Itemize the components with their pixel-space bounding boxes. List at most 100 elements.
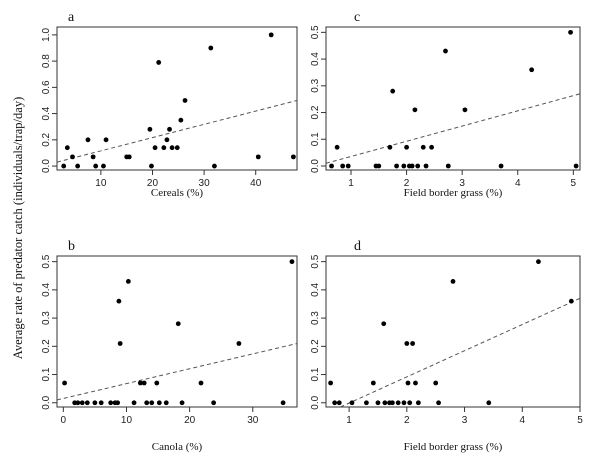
y-tick-label-a-3: 0.6 [41, 80, 52, 94]
panel-c: c 1 2 3 4 5 0.0 0.1 0.2 0.3 0.4 0.5 Field border gra… [310, 10, 581, 199]
x-tick-label-a-20: 20 [147, 178, 159, 189]
data-point-b-0 [62, 380, 67, 386]
y-tick-label-d-5: 0.5 [310, 254, 321, 268]
data-point-b-22 [179, 400, 185, 406]
x-tick-label-b-10: 10 [121, 415, 133, 426]
data-point-b-24 [211, 400, 217, 406]
x-tick-label-d-3: 3 [462, 415, 468, 426]
y-tick-label-d-1: 0.1 [310, 367, 321, 381]
data-point-c-20 [462, 107, 468, 113]
data-point-a-23 [212, 163, 217, 169]
data-point-c-1 [334, 144, 340, 150]
data-point-b-25 [236, 341, 242, 346]
data-point-b-10 [116, 298, 122, 304]
panel-letter-d: d [354, 239, 361, 254]
data-point-c-6 [387, 144, 393, 150]
data-point-c-15 [420, 144, 426, 150]
y-tick-label-a-0: 0.0 [41, 159, 52, 173]
data-point-b-6 [98, 400, 104, 406]
x-tick-label-d-4: 4 [519, 415, 525, 426]
trend-line-c [326, 93, 580, 164]
data-point-b-27 [289, 259, 295, 265]
data-point-a-19 [174, 145, 180, 151]
data-point-a-15 [161, 145, 167, 151]
data-point-d-13 [404, 341, 410, 346]
panel-letter-c: c [354, 10, 360, 25]
data-point-b-21 [175, 321, 181, 327]
plot-frame-c [325, 26, 581, 171]
plot-frame-b [56, 255, 298, 408]
data-point-c-7 [390, 88, 396, 94]
data-point-c-5 [376, 163, 382, 169]
y-tick-label-a-5: 1.0 [41, 27, 52, 41]
x-tick-label-c-2: 2 [404, 178, 410, 189]
panel-b: b 0 10 20 30 0.0 0.1 0.2 0.3 0.4 0.5 Canola (%) [41, 239, 298, 453]
data-point-d-23 [536, 259, 541, 265]
data-point-b-23 [198, 380, 204, 386]
data-point-d-19 [433, 380, 439, 386]
data-point-a-13 [152, 145, 158, 151]
data-point-c-10 [404, 144, 409, 150]
x-tick-label-a-10: 10 [95, 178, 107, 189]
data-point-c-23 [568, 29, 573, 35]
data-point-d-24 [568, 298, 574, 304]
data-point-b-7 [108, 400, 114, 406]
data-point-b-26 [280, 400, 286, 406]
y-tick-label-d-2: 0.2 [310, 339, 321, 353]
data-point-c-2 [340, 163, 346, 169]
data-point-b-19 [156, 400, 162, 406]
data-point-d-10 [389, 400, 395, 406]
data-point-a-6 [93, 163, 99, 169]
data-point-c-8 [394, 163, 399, 169]
data-point-c-18 [443, 48, 448, 54]
data-point-a-16 [164, 137, 170, 143]
y-tick-label-a-1: 0.2 [41, 132, 52, 146]
x-tick-label-d-5: 5 [577, 415, 583, 426]
data-point-a-7 [101, 163, 106, 169]
data-point-d-17 [413, 380, 418, 386]
y-tick-label-c-0: 0.0 [310, 159, 321, 173]
x-axis-label-b: Canola (%) [152, 441, 203, 453]
data-point-a-11 [147, 126, 153, 132]
shared-y-axis-title: Average rate of predator catch (individu… [11, 97, 25, 360]
data-point-a-20 [178, 117, 184, 123]
data-point-d-15 [407, 400, 413, 406]
trend-line-b [57, 343, 297, 401]
data-point-d-4 [364, 400, 369, 406]
data-point-d-14 [405, 380, 411, 386]
y-tick-label-b-5: 0.5 [41, 254, 52, 268]
data-point-a-2 [70, 154, 75, 160]
data-point-b-15 [141, 380, 147, 386]
y-tick-label-c-5: 0.5 [310, 25, 321, 39]
data-point-d-21 [450, 279, 456, 284]
data-point-c-13 [412, 107, 418, 113]
data-point-a-21 [182, 98, 188, 103]
data-point-c-16 [423, 163, 429, 169]
x-tick-label-c-3: 3 [459, 178, 465, 189]
y-tick-label-c-4: 0.4 [310, 52, 321, 66]
data-point-d-22 [486, 400, 492, 406]
y-tick-label-d-3: 0.3 [310, 311, 321, 325]
x-axis-label-a: Cereals (%) [151, 187, 204, 199]
x-tick-label-a-30: 30 [199, 178, 211, 189]
data-point-d-7 [381, 321, 387, 327]
plot-frame-d [325, 255, 581, 408]
data-point-a-8 [103, 137, 109, 143]
data-point-d-12 [401, 400, 407, 406]
data-point-d-8 [382, 400, 388, 406]
x-axis-label-d: Field border grass (%) [404, 441, 503, 453]
x-axis-label-c: Field border grass (%) [404, 187, 503, 199]
data-point-b-20 [163, 400, 169, 406]
trend-line-d [340, 297, 580, 407]
panel-a: a 10 20 30 40 0.0 0.2 0.4 0.6 0.8 1.0 Cereals (%) [41, 10, 298, 199]
y-tick-label-b-0: 0.0 [41, 395, 52, 409]
data-point-c-17 [429, 144, 435, 150]
data-point-b-18 [154, 380, 160, 386]
x-tick-label-b-20: 20 [184, 415, 196, 426]
data-point-d-11 [395, 400, 401, 406]
data-point-a-24 [255, 154, 261, 160]
data-point-c-3 [345, 163, 351, 169]
data-point-c-9 [401, 163, 407, 169]
x-tick-label-d-2: 2 [404, 415, 410, 426]
